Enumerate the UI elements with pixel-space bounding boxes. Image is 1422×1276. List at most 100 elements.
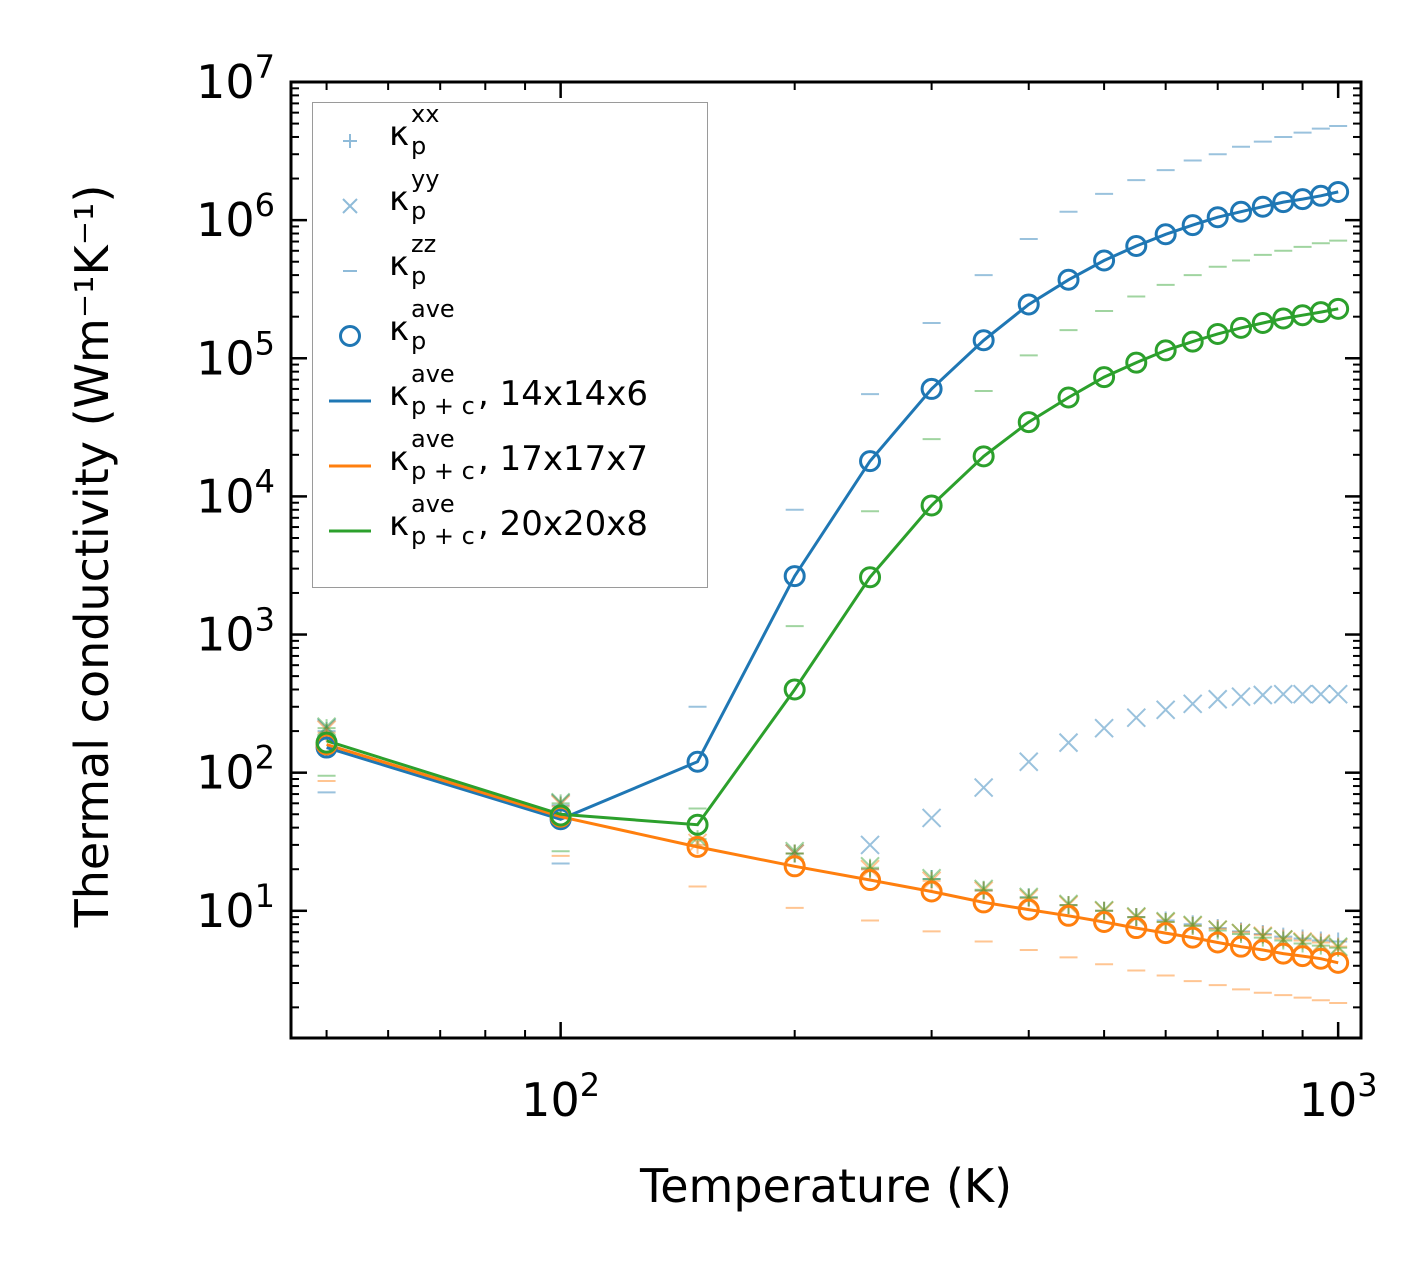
series-kp_xx_20x20x8 — [317, 719, 1348, 957]
legend-grid-label: , 14x14x6 — [478, 374, 649, 414]
plus-marker — [1329, 932, 1348, 951]
legend-symbol — [343, 270, 357, 272]
legend-superscript: ave — [411, 295, 455, 323]
series-kp_zz_14x14x6 — [317, 125, 1348, 865]
circle-marker — [972, 329, 995, 352]
tick-labels: 101 102 103 104 105 106 107 102 103 — [196, 48, 1378, 1127]
circle-marker — [783, 678, 806, 701]
plus-marker — [974, 881, 993, 900]
legend-kappa: κ zz p — [389, 230, 437, 290]
circle-marker — [972, 445, 995, 468]
legend-entry: κ ave p + c, 17x17x7 — [313, 425, 707, 496]
series-line — [326, 190, 1339, 821]
legend-kappa: κ xx p — [389, 100, 440, 160]
legend-subscript: p + c — [411, 457, 475, 485]
plus-marker — [1274, 931, 1293, 950]
x-marker — [1273, 684, 1293, 704]
legend-subscript: p — [411, 327, 427, 355]
series-kp_yy_14x14x6 — [316, 684, 1348, 864]
circle-marker — [1206, 322, 1229, 345]
legend-label: κ zz p — [389, 230, 437, 290]
x-marker — [1058, 732, 1079, 753]
legend-entry: κ ave p + c, 14x14x6 — [313, 360, 707, 431]
plus-marker — [861, 858, 880, 877]
legend-label: κ xx p — [389, 100, 440, 160]
circle-marker — [1093, 249, 1116, 272]
circle-marker — [859, 450, 882, 473]
circle-marker — [1154, 339, 1177, 362]
circle-marker — [1230, 316, 1253, 339]
plus-marker — [785, 844, 804, 863]
plot-frame — [289, 80, 1363, 1040]
circle-marker — [1057, 904, 1080, 927]
circle-marker — [1017, 411, 1040, 434]
circle-marker — [1154, 223, 1177, 246]
plus-marker — [1183, 915, 1202, 934]
plus-marker — [1208, 921, 1227, 940]
circle-marker — [1181, 330, 1204, 353]
legend-kappa: κ ave p + c — [389, 360, 475, 420]
legend-symbol — [329, 529, 371, 533]
x-marker — [1328, 684, 1348, 704]
legend: κ xx p κ yy p κ zz p κ ave p κ ave p + c, 14x14x6 κ ave p… — [312, 102, 708, 588]
legend-label: κ ave p + c, 20x20x8 — [389, 492, 648, 548]
legend-symbol — [342, 198, 358, 214]
circle-marker — [315, 731, 338, 754]
x-marker — [973, 777, 994, 798]
plus-marker — [1095, 901, 1114, 920]
circle-marker — [1251, 312, 1274, 335]
legend-superscript: ave — [411, 425, 455, 453]
circle-marker — [1327, 951, 1350, 974]
circle-marker — [549, 804, 572, 827]
legend-superscript: zz — [411, 230, 437, 258]
x-marker — [1155, 700, 1176, 720]
x-marker — [1182, 694, 1203, 714]
series-kp_zz_20x20x8 — [317, 239, 1348, 853]
legend-kappa: κ ave p + c — [389, 425, 475, 485]
series-kp_ave_17x17x7 — [315, 733, 1350, 974]
plus-marker — [1156, 912, 1175, 931]
circle-marker — [1093, 910, 1116, 933]
legend-grid-label: , 17x17x7 — [478, 439, 649, 479]
circle-marker — [1017, 293, 1040, 316]
x-marker — [1019, 752, 1039, 772]
series-kpc_ave_20x20x8 — [326, 307, 1339, 827]
plus-marker — [1019, 888, 1038, 907]
x-marker — [1231, 686, 1251, 707]
plus-marker — [785, 844, 804, 863]
circle-marker — [1181, 214, 1204, 237]
x-marker — [1311, 933, 1331, 954]
x-marker — [1208, 689, 1228, 709]
circle-marker — [1057, 386, 1080, 409]
x-marker — [1328, 936, 1348, 957]
x-marker — [1094, 718, 1114, 738]
circle-marker — [686, 835, 709, 858]
legend-symbol — [343, 134, 357, 148]
circle-marker — [1251, 195, 1274, 218]
circle-marker — [1125, 917, 1148, 940]
circle-marker — [920, 377, 943, 400]
series-kp_ave_20x20x8 — [315, 297, 1350, 836]
x-axis-label: Temperature (K) — [639, 1159, 1013, 1213]
legend-entry: κ ave p + c, 20x20x8 — [313, 492, 707, 561]
legend-label: κ ave p — [389, 297, 455, 353]
circle-marker — [859, 869, 882, 892]
circle-marker — [1251, 939, 1274, 962]
plus-marker — [922, 869, 941, 888]
x-marker — [1094, 901, 1114, 921]
plus-marker — [974, 880, 993, 899]
legend-superscript: ave — [411, 360, 455, 388]
x-marker — [1292, 684, 1313, 704]
y-tick-label: 105 — [196, 324, 275, 385]
plus-marker — [1019, 889, 1038, 908]
circle-marker — [1057, 268, 1080, 291]
series-kpc_ave_17x17x7 — [326, 743, 1339, 965]
legend-subscript: p — [411, 262, 427, 290]
circle-marker — [783, 565, 806, 588]
legend-label: κ ave p + c, 17x17x7 — [389, 425, 649, 485]
plus-marker — [1019, 888, 1038, 907]
legend-subscript: p — [411, 197, 427, 225]
y-tick-label: 104 — [196, 462, 275, 523]
plus-marker — [1156, 912, 1175, 931]
plus-marker — [1232, 924, 1251, 943]
